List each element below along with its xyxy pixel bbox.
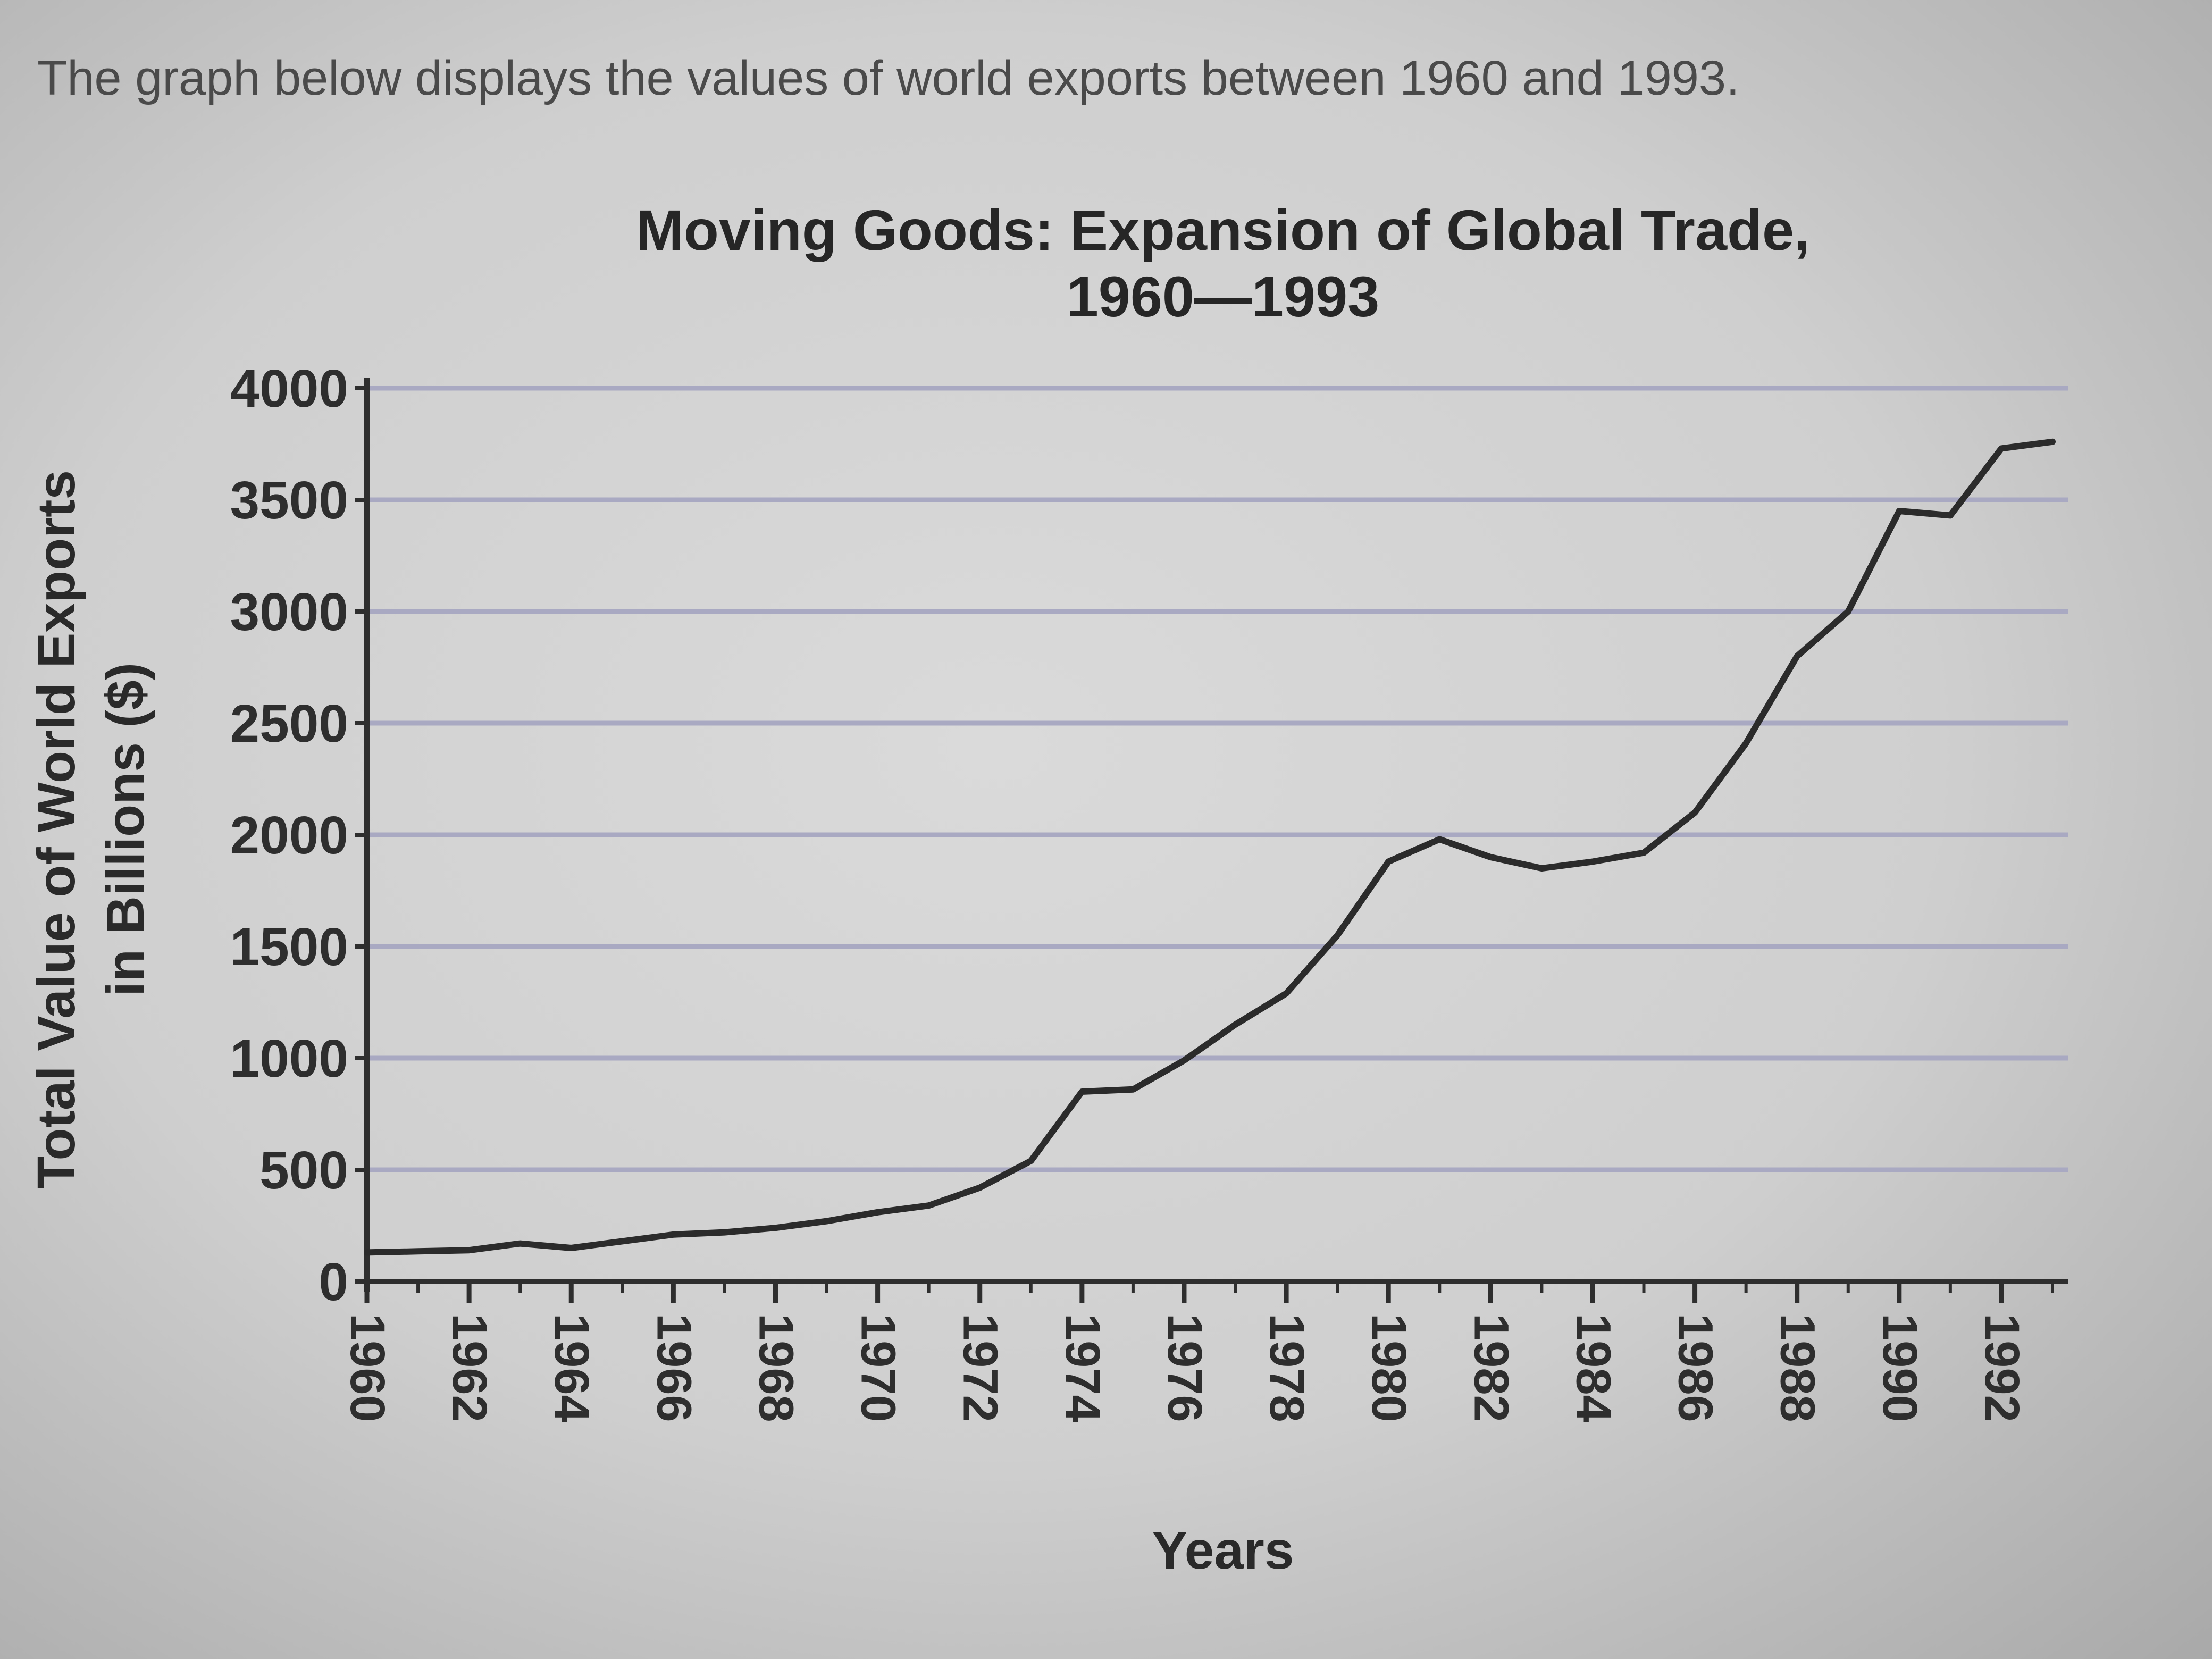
y-axis-label-line-2: in Billions ($) — [96, 663, 155, 996]
x-tick-label-1974: 1974 — [1055, 1313, 1110, 1422]
y-tick-label-500: 500 — [259, 1141, 348, 1200]
y-axis-label-line-1: Total Value of World Exports — [27, 470, 86, 1189]
x-tick-labels: 1960 1962 1964 1966 1968 1970 1972 1974 1976 1978… — [340, 1313, 2029, 1422]
x-tick-label-1976: 1976 — [1158, 1313, 1212, 1422]
x-tick-label-1964: 1964 — [544, 1313, 599, 1422]
x-tick-label-1992: 1992 — [1975, 1313, 2029, 1422]
series-line-0 — [364, 438, 2056, 1256]
x-tick-label-1966: 1966 — [647, 1313, 701, 1422]
y-tick-label-1000: 1000 — [230, 1029, 348, 1088]
y-tick-label-2000: 2000 — [230, 806, 348, 865]
x-tick-label-1986: 1986 — [1669, 1313, 1723, 1422]
x-tick-label-1980: 1980 — [1362, 1313, 1416, 1422]
y-tick-label-0: 0 — [319, 1252, 348, 1312]
x-tick-label-1988: 1988 — [1771, 1313, 1825, 1422]
x-axis-label: Years — [1152, 1521, 1294, 1580]
series-lines — [364, 438, 2056, 1256]
axes — [355, 378, 2068, 1303]
y-tick-label-3000: 3000 — [230, 582, 348, 642]
intro-text: The graph below displays the values of w… — [37, 51, 1740, 105]
y-tick-label-3500: 3500 — [230, 471, 348, 530]
x-tick-label-1982: 1982 — [1464, 1313, 1518, 1422]
y-tick-label-4000: 4000 — [230, 359, 348, 418]
y-tick-labels: 0 500 1000 1500 2000 2500 3000 3500 4000 — [230, 359, 348, 1312]
x-tick-label-1968: 1968 — [749, 1313, 803, 1422]
chart-title-line-2: 1960—1993 — [1067, 264, 1380, 329]
x-tick-label-1972: 1972 — [953, 1313, 1008, 1422]
x-tick-label-1984: 1984 — [1566, 1313, 1620, 1422]
gridlines — [367, 386, 2068, 1172]
x-tick-label-1960: 1960 — [340, 1313, 395, 1422]
chart-title-line-1: Moving Goods: Expansion of Global Trade, — [636, 198, 1810, 262]
y-tick-label-2500: 2500 — [230, 694, 348, 753]
x-tick-label-1990: 1990 — [1873, 1313, 1927, 1422]
x-tick-label-1978: 1978 — [1260, 1313, 1314, 1422]
x-tick-label-1970: 1970 — [851, 1313, 906, 1422]
y-tick-label-1500: 1500 — [230, 917, 348, 977]
x-tick-label-1962: 1962 — [442, 1313, 497, 1422]
